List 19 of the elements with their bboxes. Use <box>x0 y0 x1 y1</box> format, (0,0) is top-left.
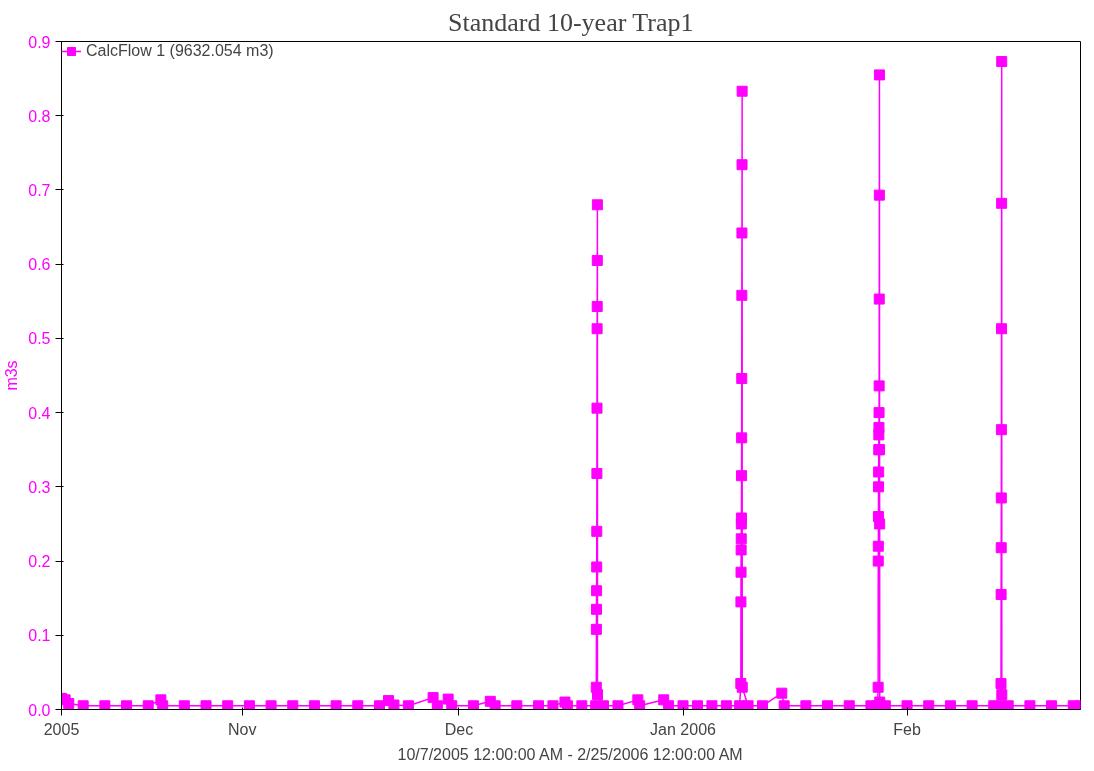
x-tick-label: Nov <box>227 720 257 738</box>
y-tick-label: 0.6 <box>28 256 51 274</box>
y-tick-label: 0.7 <box>28 181 51 199</box>
y-tick-label: 0.0 <box>28 701 51 719</box>
y-tick-label: 0.8 <box>28 107 51 125</box>
y-tick-label: 0.9 <box>28 33 51 51</box>
x-tick-label: Jan 2006 <box>650 720 717 738</box>
y-tick-label: 0.1 <box>28 627 51 645</box>
chart-title: Standard 10-year Trap1 <box>448 7 694 37</box>
y-tick-label: 0.4 <box>28 404 51 422</box>
y-axis-title: m3s <box>3 360 21 391</box>
y-tick-label: 0.5 <box>28 330 51 348</box>
x-tick-label: 2005 <box>43 720 80 738</box>
x-tick-label: Dec <box>444 720 474 738</box>
y-tick-label: 0.3 <box>28 478 51 496</box>
x-tick-label: Feb <box>893 720 921 738</box>
x-axis-title: 10/7/2005 12:00:00 AM - 2/25/2006 12:00:00 AM <box>397 745 743 763</box>
y-tick-label: 0.2 <box>28 553 51 571</box>
legend-label: CalcFlow 1 (9632.054 m3) <box>86 42 274 60</box>
